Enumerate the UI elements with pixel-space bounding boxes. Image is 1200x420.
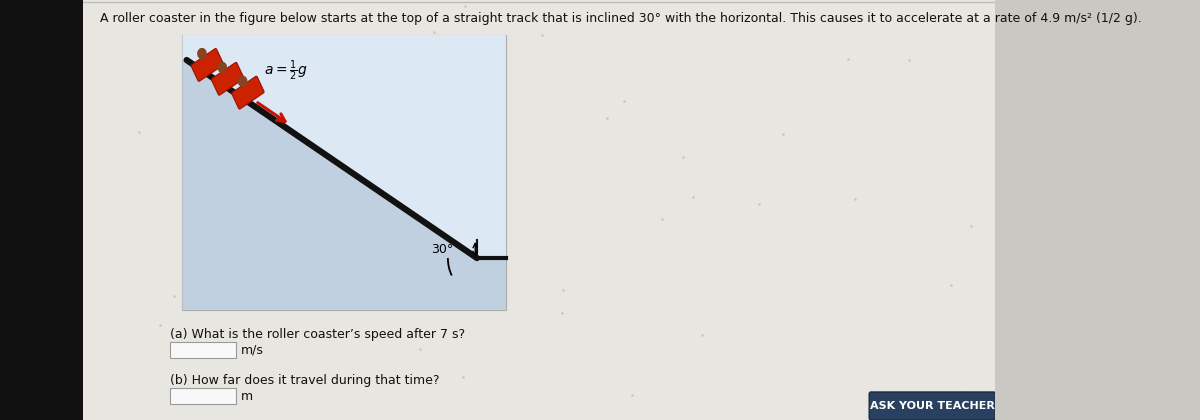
- Text: ASK YOUR TEACHER: ASK YOUR TEACHER: [870, 401, 995, 411]
- FancyBboxPatch shape: [232, 76, 264, 109]
- Text: $a = \frac{1}{2}g$: $a = \frac{1}{2}g$: [264, 58, 307, 83]
- Circle shape: [198, 49, 206, 59]
- Polygon shape: [182, 60, 506, 310]
- FancyBboxPatch shape: [869, 392, 995, 420]
- FancyBboxPatch shape: [170, 388, 236, 404]
- Polygon shape: [182, 35, 506, 258]
- Text: (a) What is the roller coaster’s speed after 7 s?: (a) What is the roller coaster’s speed a…: [170, 328, 466, 341]
- Text: 30°: 30°: [431, 242, 454, 255]
- Text: m: m: [240, 389, 253, 402]
- FancyBboxPatch shape: [211, 62, 244, 95]
- FancyBboxPatch shape: [191, 48, 223, 81]
- FancyBboxPatch shape: [170, 342, 236, 358]
- Circle shape: [239, 76, 247, 87]
- Text: m/s: m/s: [240, 344, 263, 357]
- Bar: [0, 0, 83, 420]
- Circle shape: [218, 63, 227, 73]
- Text: A roller coaster in the figure below starts at the top of a straight track that : A roller coaster in the figure below sta…: [100, 12, 1141, 25]
- Text: (b) How far does it travel during that time?: (b) How far does it travel during that t…: [170, 374, 439, 387]
- Bar: [182, 35, 506, 310]
